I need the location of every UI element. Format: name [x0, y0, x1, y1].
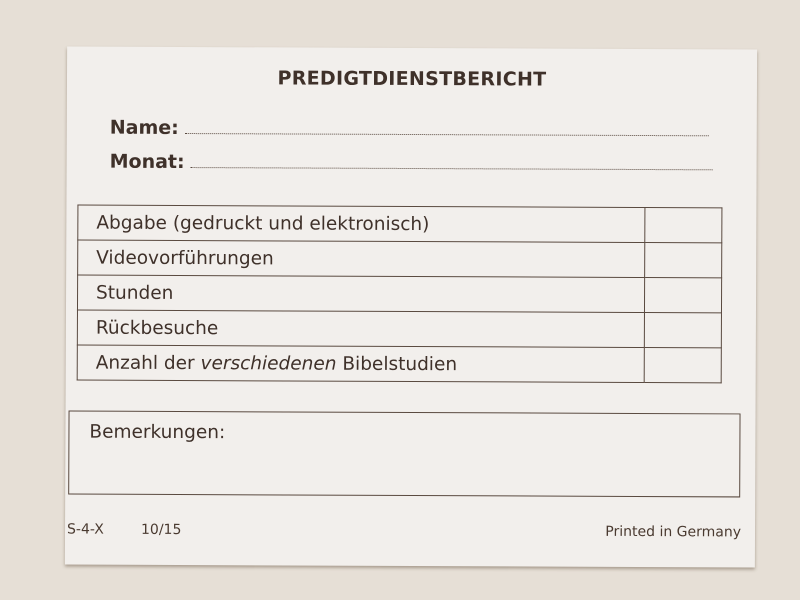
row-label: Abgabe (gedruckt und elektronisch): [77, 205, 645, 243]
row-label: Rückbesuche: [77, 310, 645, 348]
table-row: Anzahl der verschiedenen Bibelstudien: [77, 345, 722, 383]
row-value-cell[interactable]: [644, 312, 722, 348]
month-line[interactable]: [190, 166, 713, 171]
label-part: Anzahl der: [95, 352, 201, 374]
row-value-cell[interactable]: [644, 277, 722, 313]
name-label: Name:: [109, 116, 179, 139]
month-field[interactable]: Monat:: [110, 151, 713, 176]
month-label: Monat:: [109, 150, 185, 174]
label-emphasis: verschiedenen: [200, 352, 337, 375]
row-value-cell[interactable]: [644, 207, 722, 243]
table-row: Abgabe (gedruckt und elektronisch): [77, 205, 722, 243]
remarks-label: Bemerkungen:: [89, 421, 226, 444]
table-row: Stunden: [77, 275, 722, 313]
form-code: S-4-X: [66, 521, 104, 538]
form-date: 10/15: [140, 521, 182, 539]
row-value-cell[interactable]: [644, 347, 722, 383]
printed-note: Printed in Germany: [605, 523, 742, 541]
report-table: Abgabe (gedruckt und elektronisch) Video…: [76, 204, 723, 384]
report-card: PREDIGTDIENSTBERICHT Name: Monat: Abgabe…: [64, 46, 758, 568]
table-row: Rückbesuche: [77, 310, 722, 348]
form-title: PREDIGTDIENSTBERICHT: [277, 67, 547, 91]
remarks-box[interactable]: Bemerkungen:: [68, 410, 741, 498]
table-row: Videovorführungen: [77, 240, 722, 278]
row-value-cell[interactable]: [644, 242, 722, 278]
name-field[interactable]: Name:: [110, 117, 709, 142]
name-line[interactable]: [184, 132, 709, 137]
row-label: Anzahl der verschiedenen Bibelstudien: [77, 345, 645, 383]
label-part: Bibelstudien: [336, 353, 458, 375]
row-label: Videovorführungen: [77, 240, 645, 278]
row-label: Stunden: [77, 275, 645, 313]
